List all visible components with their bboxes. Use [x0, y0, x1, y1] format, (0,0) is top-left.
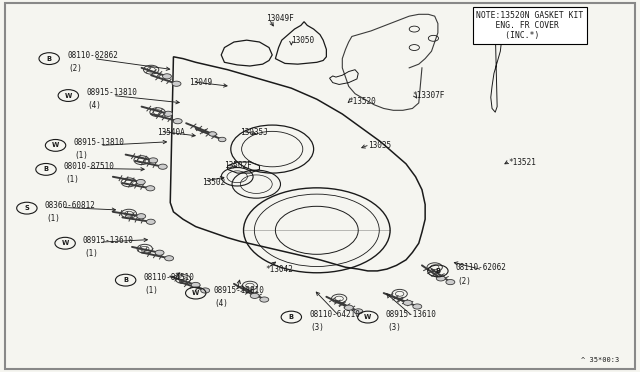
Text: B: B — [435, 268, 440, 274]
Circle shape — [173, 119, 182, 124]
Circle shape — [172, 81, 181, 86]
Circle shape — [413, 304, 422, 309]
Text: (1): (1) — [84, 249, 98, 258]
Text: 08110-64210: 08110-64210 — [309, 310, 360, 319]
Text: (1): (1) — [75, 151, 88, 160]
Circle shape — [164, 111, 173, 116]
Text: 08110-84510: 08110-84510 — [143, 273, 195, 282]
Circle shape — [446, 279, 455, 285]
Text: *13521: *13521 — [508, 157, 536, 167]
Text: *13520: *13520 — [349, 97, 376, 106]
Circle shape — [164, 256, 173, 261]
Text: 13035: 13035 — [368, 141, 391, 150]
Text: (2): (2) — [68, 64, 82, 73]
Text: B: B — [44, 166, 49, 172]
Text: ^ 35*00:3: ^ 35*00:3 — [581, 357, 620, 363]
Text: NOTE:13520N GASKET KIT
    ENG. FR COVER
      (INC.*): NOTE:13520N GASKET KIT ENG. FR COVER (IN… — [476, 11, 584, 41]
Text: B: B — [289, 314, 294, 320]
Text: 08915-13610: 08915-13610 — [386, 310, 436, 319]
Text: *13042: *13042 — [266, 264, 294, 273]
Text: S: S — [24, 205, 29, 211]
Text: W: W — [192, 290, 200, 296]
Circle shape — [201, 288, 210, 293]
Circle shape — [191, 282, 200, 288]
Circle shape — [158, 164, 167, 169]
Text: 13049F: 13049F — [266, 13, 294, 22]
Text: 08110-82862: 08110-82862 — [67, 51, 118, 60]
Text: (3): (3) — [387, 323, 401, 332]
Circle shape — [163, 74, 172, 79]
Circle shape — [155, 250, 164, 255]
Text: W: W — [65, 93, 72, 99]
Circle shape — [403, 300, 412, 305]
Text: 13050: 13050 — [291, 36, 314, 45]
Text: (3): (3) — [310, 323, 324, 332]
Circle shape — [147, 219, 156, 224]
Text: 13502F: 13502F — [225, 161, 252, 170]
Circle shape — [136, 179, 145, 185]
Text: W: W — [364, 314, 371, 320]
Text: W: W — [61, 240, 68, 246]
Text: (2): (2) — [457, 277, 471, 286]
Circle shape — [260, 297, 269, 302]
Text: B: B — [123, 277, 128, 283]
Text: 08915-13810: 08915-13810 — [86, 88, 137, 97]
Text: (4): (4) — [215, 299, 228, 308]
Text: 08915-13810: 08915-13810 — [74, 138, 124, 147]
Text: 08110-62062: 08110-62062 — [456, 263, 507, 272]
Circle shape — [218, 137, 226, 142]
Text: 08360-60812: 08360-60812 — [45, 201, 95, 210]
Circle shape — [137, 214, 146, 219]
Text: 13035J: 13035J — [241, 128, 268, 137]
Text: (1): (1) — [65, 175, 79, 184]
Circle shape — [148, 158, 157, 163]
Text: 13049: 13049 — [189, 78, 212, 87]
Text: 13540A: 13540A — [157, 128, 185, 137]
Text: 08915-13810: 08915-13810 — [214, 286, 264, 295]
Circle shape — [146, 186, 155, 191]
Text: *13307F: *13307F — [412, 91, 445, 100]
Text: (4): (4) — [88, 102, 101, 110]
Text: 08915-13610: 08915-13610 — [83, 236, 134, 245]
Circle shape — [436, 276, 445, 281]
Text: 08010-87510: 08010-87510 — [64, 162, 115, 171]
Text: (1): (1) — [145, 286, 159, 295]
Text: B: B — [47, 56, 52, 62]
Text: W: W — [52, 142, 59, 148]
Circle shape — [344, 305, 353, 310]
Circle shape — [354, 309, 363, 314]
Circle shape — [250, 293, 259, 298]
Text: (1): (1) — [46, 214, 60, 223]
Circle shape — [209, 132, 216, 136]
Text: 13502: 13502 — [202, 178, 225, 187]
